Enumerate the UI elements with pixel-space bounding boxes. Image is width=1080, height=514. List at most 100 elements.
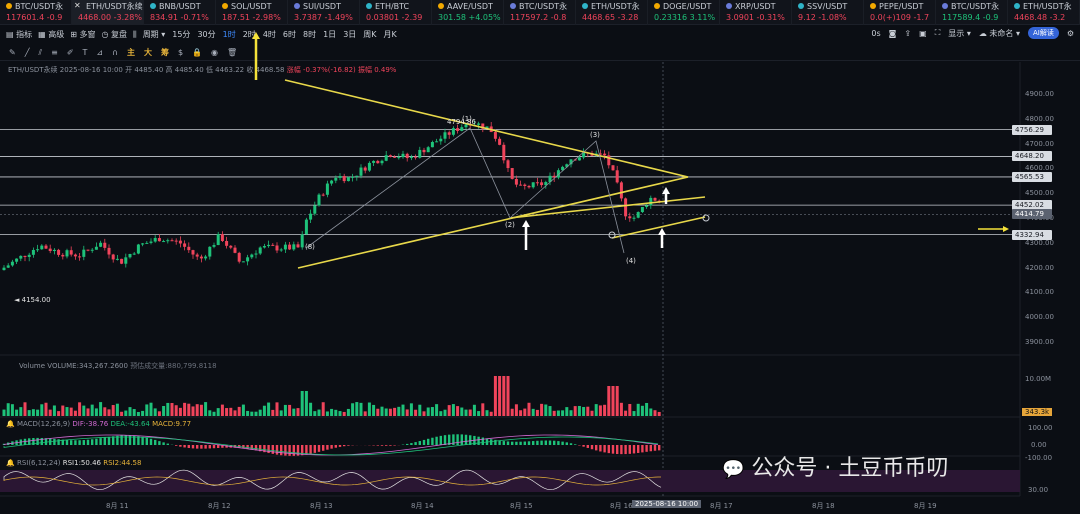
- line-tool-icon[interactable]: ╱: [24, 48, 30, 57]
- camera-icon[interactable]: ◙: [888, 28, 897, 38]
- ticker-item[interactable]: SUI/USDT 3.7387 -1.49%: [288, 0, 360, 25]
- timeframe-9[interactable]: 周K: [363, 30, 377, 39]
- chip-tool[interactable]: 筹: [160, 48, 169, 57]
- share-icon[interactable]: ⇪: [904, 28, 912, 38]
- macd-histogram-bar: [53, 438, 56, 445]
- macd-histogram-bar: [212, 445, 216, 449]
- ticker-item[interactable]: XRP/USDT 3.0901 -0.31%: [720, 0, 792, 25]
- macd-histogram-bar: [175, 445, 178, 446]
- ruler-icon[interactable]: ⊿: [96, 48, 104, 57]
- fib-tool-icon[interactable]: ≡: [51, 48, 58, 57]
- volume-bar: [611, 386, 615, 416]
- candle-body: [372, 160, 376, 163]
- ticker-item[interactable]: ETH/BTC 0.03801 -2.39: [360, 0, 432, 25]
- timeframe-10[interactable]: 月K: [383, 30, 397, 39]
- layout-icon[interactable]: ▣: [919, 28, 927, 38]
- macd-histogram-bar: [107, 436, 111, 445]
- brush-icon[interactable]: ✐: [66, 48, 74, 57]
- ticker-name-row: BTC/USDT永: [510, 2, 575, 12]
- macd-histogram-bar: [595, 445, 598, 451]
- candle-body: [380, 160, 384, 164]
- macd-legend: 🔔 MACD(12,26,9) DIF:-38.76 DEA:-43.64 MA…: [6, 420, 191, 428]
- ticker-price: 187.51 -2.98%: [222, 13, 281, 22]
- up-arrow-small-head: [662, 187, 670, 194]
- rsi-bell-icon[interactable]: 🔔: [6, 459, 15, 467]
- ticker-item[interactable]: BTC/USDT永 117597.2 -0.8: [504, 0, 576, 25]
- close-tab-icon[interactable]: ✕: [74, 1, 81, 10]
- multi-window-button[interactable]: ⊞ 多窗: [70, 30, 96, 39]
- macd-histogram-bar: [326, 445, 329, 450]
- volume-bar: [573, 406, 577, 416]
- timeframe-7[interactable]: 1日: [323, 30, 337, 39]
- timeframe-0[interactable]: 15分: [172, 30, 191, 39]
- volume-bar: [569, 410, 573, 416]
- chart-type-icon[interactable]: ⫼: [133, 29, 137, 39]
- indicator-button[interactable]: ▤ 指标: [6, 30, 33, 39]
- macd-histogram-bar: [334, 445, 337, 448]
- peak-label: 4794.86: [447, 118, 476, 126]
- volume-bar: [220, 404, 224, 416]
- parallel-tool-icon[interactable]: ⫽: [38, 47, 43, 57]
- big-tool[interactable]: 大: [143, 48, 152, 57]
- ticker-item[interactable]: SOL/USDT 187.51 -2.98%: [216, 0, 288, 25]
- display-button[interactable]: 显示 ▾: [948, 28, 971, 38]
- timeframe-4[interactable]: 4时: [262, 30, 276, 39]
- macd-histogram-bar: [313, 445, 316, 453]
- volume-bar: [531, 408, 535, 416]
- text-tool-icon[interactable]: T: [82, 48, 88, 57]
- advanced-button[interactable]: ▦ 高级: [38, 30, 65, 39]
- replay-button[interactable]: ◷ 复盘: [101, 30, 127, 39]
- timeframe-8[interactable]: 3日: [343, 30, 357, 39]
- candle-body: [619, 182, 623, 199]
- settings-icon[interactable]: ⚙: [1066, 28, 1074, 38]
- ticker-item[interactable]: BTC/USDT永 117589.4 -0.9: [936, 0, 1008, 25]
- ticker-item[interactable]: AAVE/USDT 301.58 +4.05%: [432, 0, 504, 25]
- price-level-tag: 4565.53: [1012, 171, 1052, 182]
- ticker-item[interactable]: BTC/USDT永 117601.4 -0.9: [0, 0, 72, 25]
- lock-icon[interactable]: 🔒: [192, 48, 203, 57]
- volume-bar: [384, 408, 388, 416]
- candle-body: [498, 138, 502, 145]
- timeframe-3[interactable]: 2时: [242, 30, 256, 39]
- timeframe-1[interactable]: 30分: [197, 30, 216, 39]
- trash-icon[interactable]: 🗑: [227, 48, 238, 57]
- candle-body: [246, 257, 250, 262]
- price-axis-tick: 4800.00: [1025, 114, 1054, 123]
- ticker-name-row: XRP/USDT: [726, 2, 791, 12]
- cloud-icon[interactable]: ☁ 未命名 ▾: [978, 28, 1020, 38]
- macd-histogram-bar: [561, 441, 564, 445]
- main-tool[interactable]: 主: [126, 48, 135, 57]
- bell-icon[interactable]: 🔔: [6, 420, 15, 428]
- volume-bar: [653, 410, 657, 416]
- info-low: 低 4463.22: [205, 66, 245, 74]
- macd-histogram-bar: [217, 445, 220, 449]
- fullscreen-icon[interactable]: ⛶: [934, 28, 941, 37]
- anchor-point: [608, 231, 616, 239]
- ticker-item[interactable]: SSV/USDT 9.12 -1.08%: [792, 0, 864, 25]
- candle-body: [355, 175, 359, 177]
- timeframe-5[interactable]: 6时: [282, 30, 296, 39]
- ai-interpret-button[interactable]: AI解读: [1027, 27, 1059, 39]
- ticker-item[interactable]: DOGE/USDT 0.23316 3.11%: [648, 0, 720, 25]
- timeframe-6[interactable]: 8时: [303, 30, 317, 39]
- volume-bar: [153, 408, 157, 416]
- pen-icon[interactable]: ✎: [9, 48, 16, 57]
- ticker-item[interactable]: PEPE/USDT 0.0(+)109 -1.7: [864, 0, 936, 25]
- candle-body: [481, 123, 485, 129]
- volume-bar: [418, 404, 422, 416]
- eye-icon[interactable]: ◉: [211, 48, 219, 57]
- ticker-price: 834.91 -0.71%: [150, 13, 209, 22]
- timeframe-2[interactable]: 1时: [222, 30, 236, 39]
- coin-icon: [798, 3, 804, 9]
- dollar-icon[interactable]: $: [177, 48, 184, 57]
- candle-body: [52, 249, 56, 252]
- ticker-item[interactable]: ETH/USDT永 4468.65 -3.28: [576, 0, 648, 25]
- ticker-item[interactable]: ✕ ETH/USDT永续 4468.00 -3.28%: [72, 0, 144, 25]
- volume-bar: [397, 406, 401, 416]
- period-select[interactable]: 周期 ▾: [142, 30, 166, 39]
- ticker-item[interactable]: BNB/USDT 834.91 -0.71%: [144, 0, 216, 25]
- volume-bar: [86, 408, 90, 416]
- magnet-icon[interactable]: ∩: [112, 48, 118, 57]
- ticker-price: 0.23316 3.11%: [654, 13, 716, 22]
